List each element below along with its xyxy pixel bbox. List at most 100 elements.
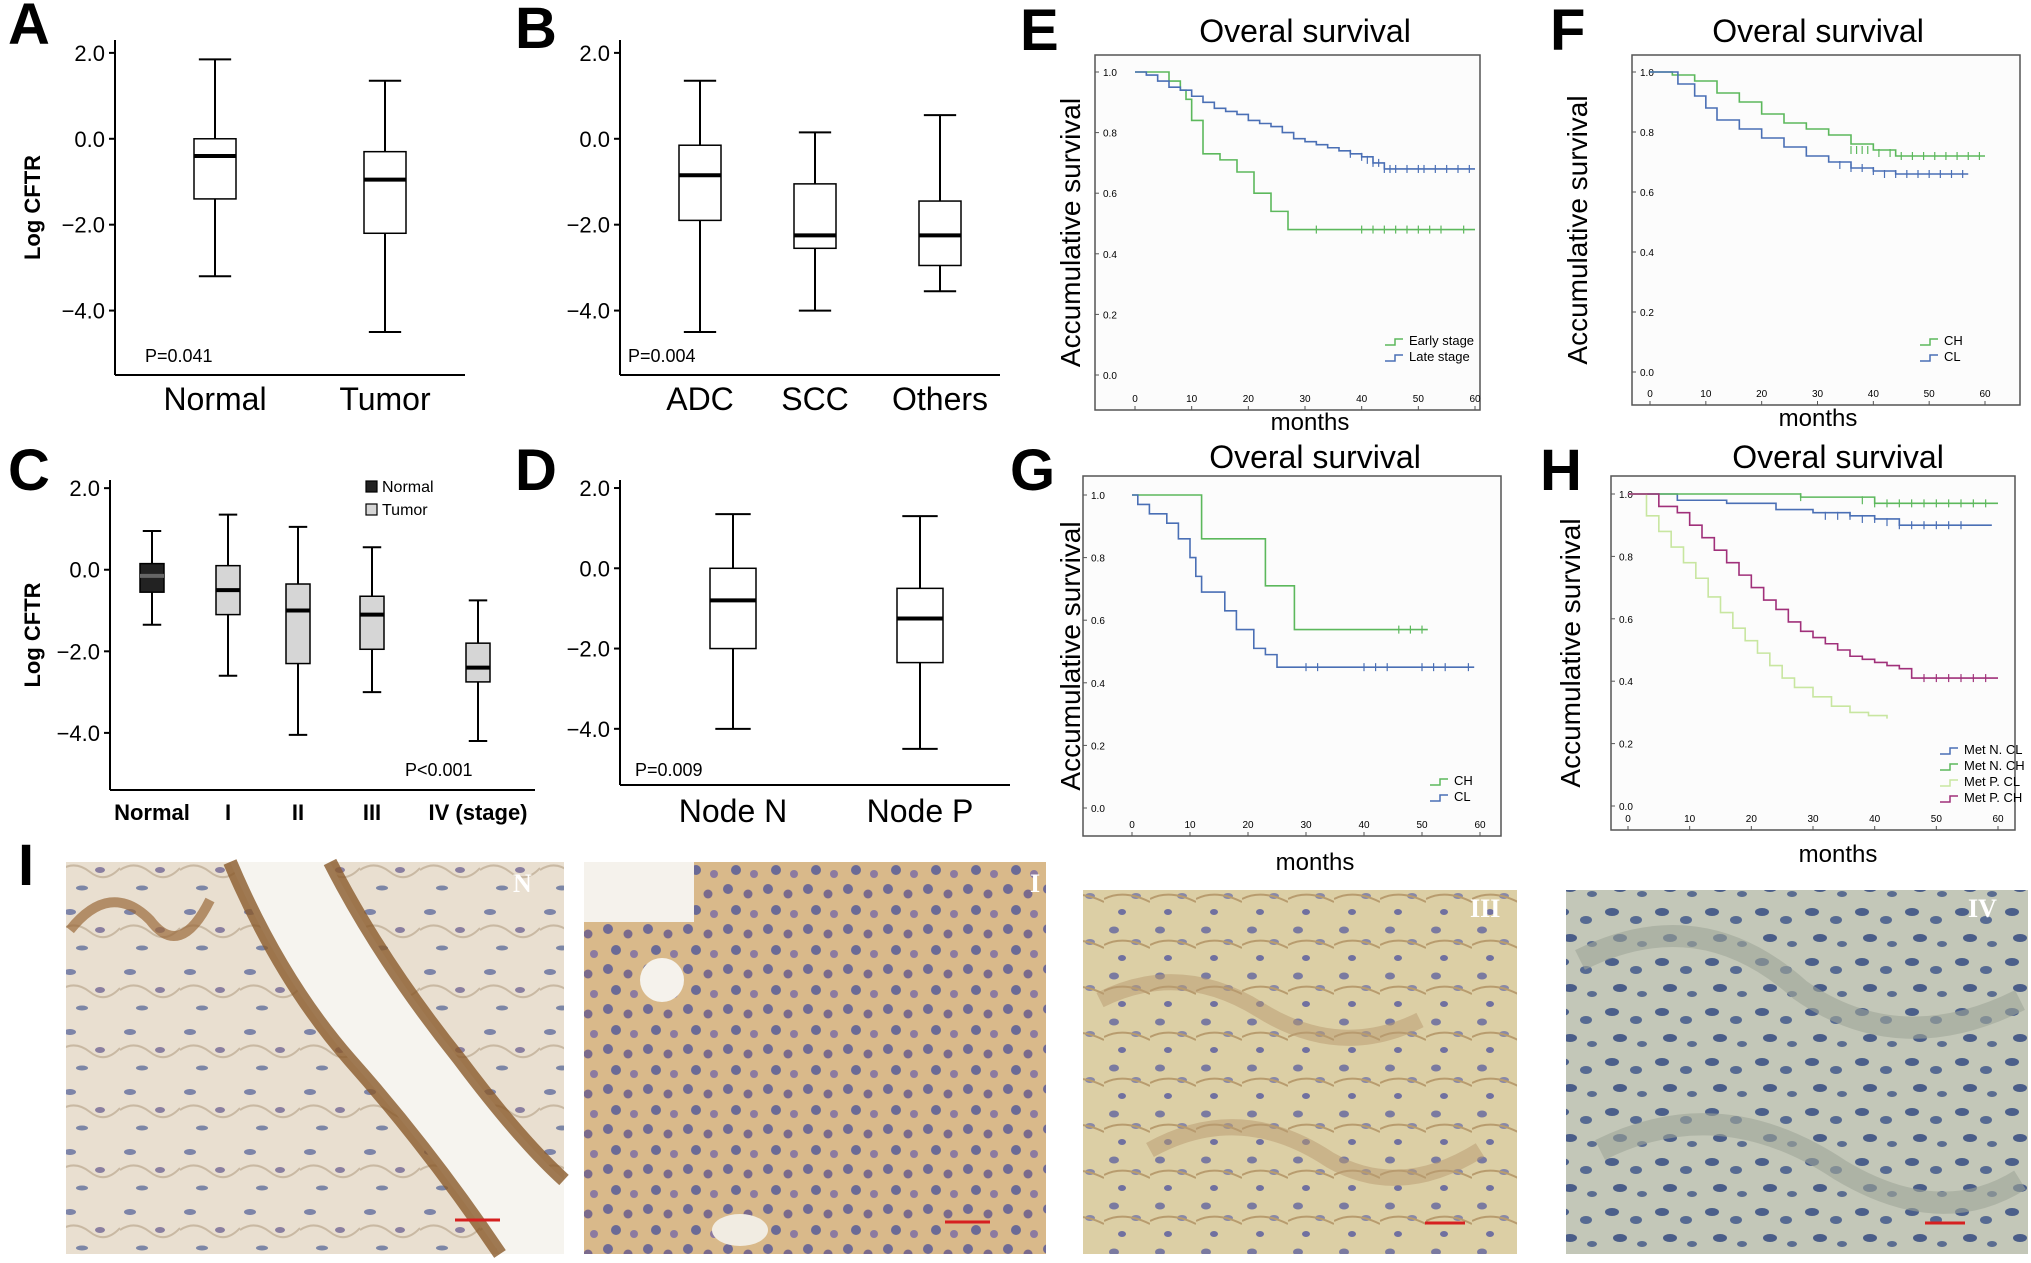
category-label: III [363, 800, 381, 825]
category-label: I [225, 800, 231, 825]
x-axis-label: months [1779, 405, 1858, 432]
chart-title: Overal survival [1712, 13, 1924, 49]
y-tick-label: 0.8 [1091, 554, 1105, 565]
y-axis-label: Accumulative survival [1055, 98, 1086, 367]
x-axis-label: months [1799, 841, 1878, 868]
chart-f: Overal survival 0.0 0.2 0.4 0.6 0.8 1.0 0 10 20 30… [1562, 13, 2021, 432]
panel-label-d: D [515, 438, 557, 503]
legend-swatch [1940, 763, 1958, 771]
km-curve-ch [1650, 71, 1985, 157]
legend-swatch [1940, 747, 1958, 755]
x-tick-label: 30 [1807, 814, 1819, 825]
chart-h: Overal survival 0.0 0.2 0.4 0.6 0.8 1.0 0 10 20 30… [1555, 439, 2025, 868]
panel-label-e: E [1020, 0, 1059, 63]
x-tick-label: 60 [1469, 394, 1481, 405]
y-tick-label: 0.6 [1091, 616, 1105, 627]
x-tick-label: 40 [1868, 389, 1880, 400]
panel-label-c: C [8, 438, 50, 503]
km-curve-met-n-ch [1628, 493, 1998, 505]
x-tick-label: 0 [1625, 814, 1631, 825]
x-tick-label: 50 [1416, 820, 1428, 831]
y-tick-label: 1.0 [1091, 491, 1105, 502]
box-iqr [918, 200, 962, 267]
y-tick-label: 0.2 [1619, 740, 1633, 751]
km-curve-cl [1132, 494, 1475, 668]
legend-label: CH [1454, 773, 1473, 788]
legend-label: Met P. CL [1964, 774, 2020, 789]
y-tick-label: 0.0 [579, 127, 610, 152]
chart-a: −4.0 −2.0 0.0 2.0 Log CFTR Normal Tumor P=0.041 [20, 40, 465, 417]
x-tick-label: 10 [1700, 389, 1712, 400]
y-tick-label: 0.0 [1091, 804, 1105, 815]
legend-swatch [365, 480, 378, 493]
y-tick-label: 0.8 [1103, 129, 1117, 140]
x-tick-label: 40 [1356, 394, 1368, 405]
legend-label: Normal [382, 479, 434, 496]
y-tick-label: 2.0 [579, 476, 610, 501]
p-value-annotation: P=0.004 [628, 346, 696, 366]
box-iqr [678, 144, 722, 222]
histology-panel-n: N [66, 858, 569, 1258]
chart-title: Overal survival [1199, 13, 1411, 49]
x-tick-label: 20 [1242, 820, 1254, 831]
x-tick-label: 50 [1924, 389, 1936, 400]
category-label: ADC [666, 381, 734, 417]
legend-swatch [365, 503, 378, 516]
histology-panel-iv: IV [1566, 890, 2028, 1254]
y-tick-label: 2.0 [74, 41, 105, 66]
legend-swatch [1430, 778, 1448, 786]
x-tick-label: 50 [1413, 394, 1425, 405]
x-tick-label: 60 [1979, 389, 1991, 400]
legend-label: Late stage [1409, 349, 1470, 364]
chart-b: −4.0 −2.0 0.0 2.0 ADC SCC Others P=0.004 [567, 40, 1000, 417]
y-tick-label: 0.4 [1640, 248, 1654, 259]
histology-label-n: N [513, 869, 532, 898]
x-tick-label: 10 [1186, 394, 1198, 405]
x-tick-label: 10 [1684, 814, 1696, 825]
y-tick-label: −2.0 [57, 639, 100, 664]
y-tick-label: 0.0 [1103, 371, 1117, 382]
chart-g: Overal survival 0.0 0.2 0.4 0.6 0.8 1.0 0 10 20 30… [1055, 439, 1502, 876]
x-tick-label: 40 [1869, 814, 1881, 825]
y-tick-label: −2.0 [567, 637, 610, 662]
km-curve-met-p-cl [1628, 493, 1888, 719]
category-label: Node P [867, 793, 974, 829]
p-value-annotation: P=0.041 [145, 346, 213, 366]
x-tick-label: 10 [1184, 820, 1196, 831]
histology-label-iii: III [1470, 894, 1500, 923]
panel-label-b: B [515, 0, 557, 61]
y-tick-label: −4.0 [57, 721, 100, 746]
category-label: SCC [781, 381, 849, 417]
box-iqr [285, 583, 311, 665]
histology-panel-i: I [584, 862, 1046, 1254]
x-tick-label: 60 [1474, 820, 1486, 831]
legend-swatch [1430, 794, 1448, 802]
x-tick-label: 0 [1647, 389, 1653, 400]
x-tick-label: 20 [1243, 394, 1255, 405]
category-label: II [292, 800, 304, 825]
box-iqr [793, 183, 837, 250]
category-label: IV (stage) [428, 800, 527, 825]
x-tick-label: 20 [1746, 814, 1758, 825]
legend-swatch [1920, 354, 1938, 362]
category-label: Normal [163, 381, 266, 417]
plot-frame [1610, 475, 2016, 831]
legend-label: Met N. CL [1964, 742, 2023, 757]
box-iqr [709, 567, 757, 650]
legend-label: Tumor [382, 502, 428, 519]
y-tick-label: 0.0 [1640, 368, 1654, 379]
category-label: Others [892, 381, 988, 417]
panel-label-h: H [1540, 438, 1582, 503]
x-tick-label: 30 [1812, 389, 1824, 400]
chart-title: Overal survival [1732, 439, 1944, 475]
y-tick-label: 0.0 [69, 558, 100, 583]
category-label: Normal [114, 800, 190, 825]
x-tick-label: 30 [1300, 820, 1312, 831]
y-tick-label: 0.0 [579, 556, 610, 581]
y-tick-label: 1.0 [1619, 490, 1633, 501]
chart-e: Overal survival 0.0 0.2 0.4 0.6 0.8 1.0 0 10 20 30… [1055, 13, 1481, 436]
box-iqr [139, 562, 165, 593]
box-iqr [465, 642, 491, 683]
